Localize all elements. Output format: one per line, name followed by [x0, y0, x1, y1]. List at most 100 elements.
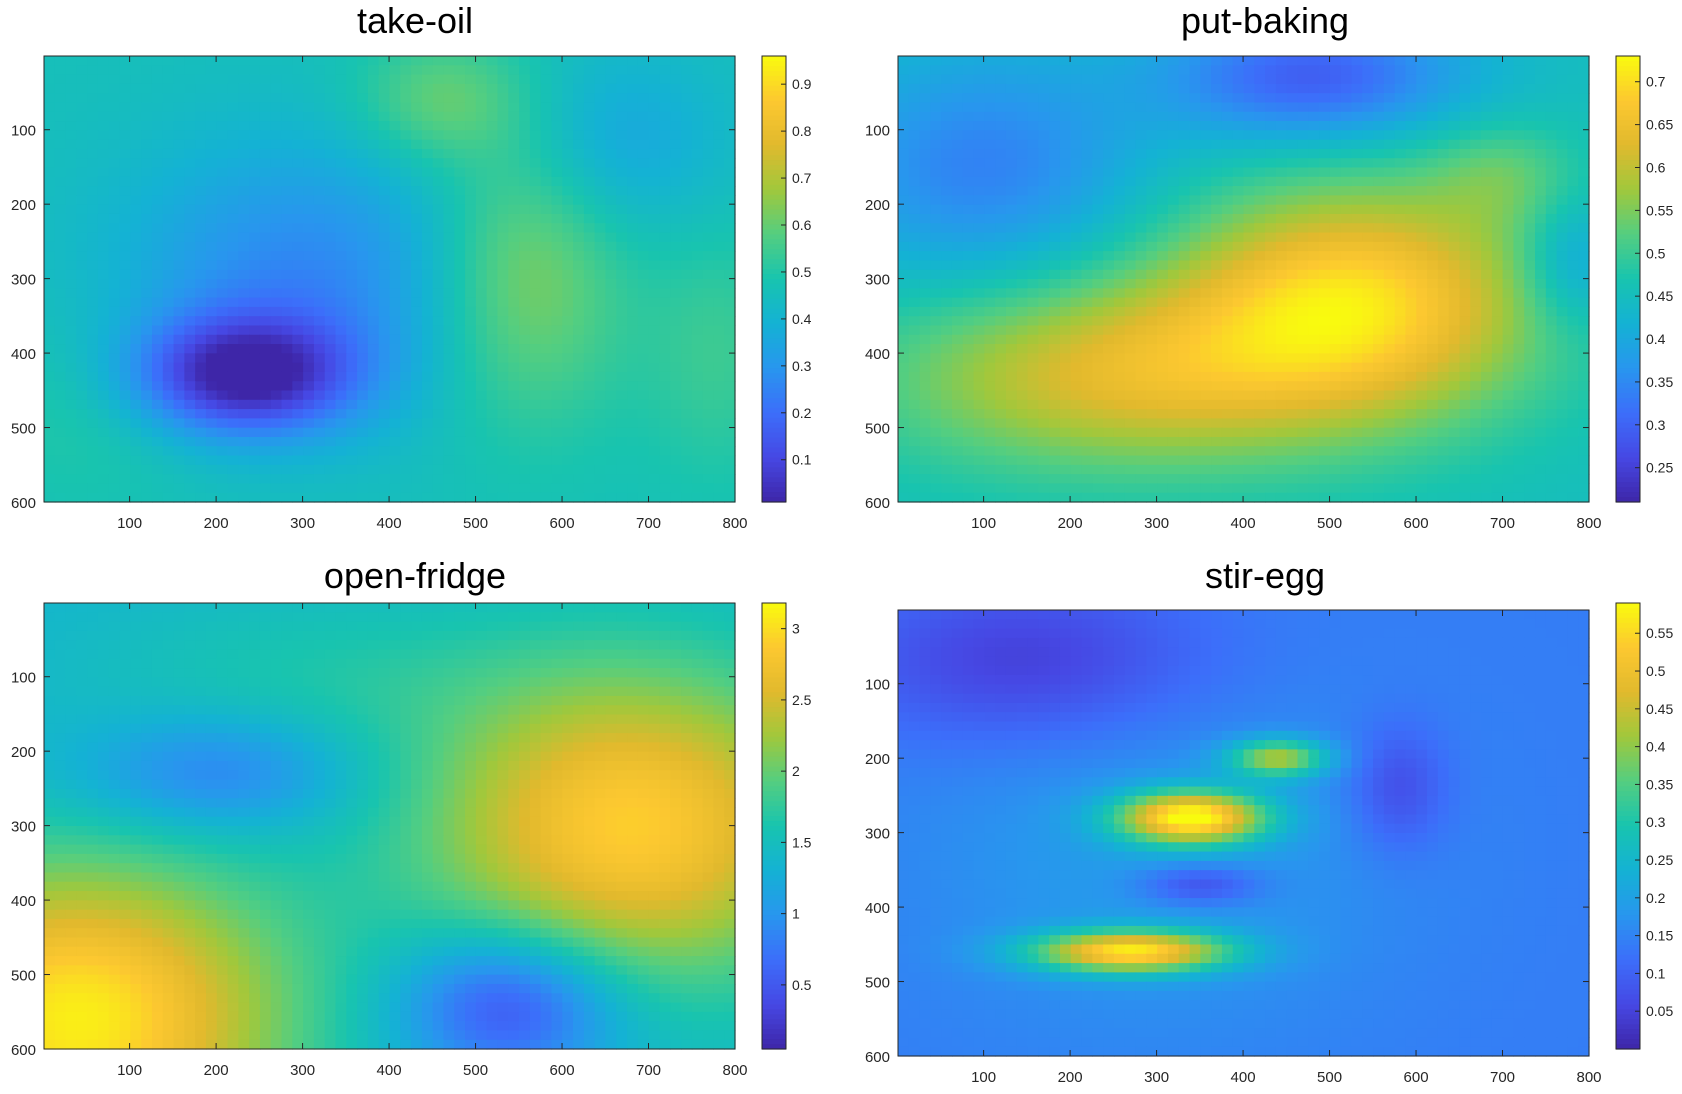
heatmap-cell	[681, 306, 693, 317]
heatmap-cell	[97, 306, 110, 317]
heatmap-cell	[454, 232, 466, 243]
heatmap-cell	[1297, 306, 1309, 317]
heatmap-cell	[303, 334, 315, 345]
heatmap-cell	[76, 158, 88, 169]
heatmap-cell	[1556, 288, 1569, 299]
heatmap-cell	[1362, 65, 1374, 76]
heatmap-cell	[562, 186, 574, 196]
heatmap-cell	[1340, 56, 1353, 66]
heatmap-cell	[411, 474, 423, 485]
heatmap-cell	[1297, 297, 1309, 308]
heatmap-cell	[1329, 297, 1342, 308]
heatmap-cell	[497, 483, 509, 494]
heatmap-cell	[65, 56, 77, 66]
heatmap-cell	[583, 334, 596, 345]
heatmap-cell	[1178, 232, 1191, 243]
heatmap-cell	[497, 186, 509, 196]
heatmap-cell	[76, 418, 88, 429]
heatmap-cell	[205, 111, 218, 122]
heatmap-cell	[540, 446, 553, 457]
heatmap-cell	[1502, 297, 1515, 308]
heatmap-cell	[573, 158, 585, 169]
heatmap-cell	[432, 288, 445, 299]
heatmap-cell	[497, 65, 509, 76]
heatmap-cell	[562, 455, 574, 466]
heatmap-cell	[1351, 195, 1363, 206]
heatmap-cell	[681, 186, 693, 196]
heatmap-cell	[508, 213, 520, 224]
heatmap-cell	[432, 334, 445, 345]
heatmap-cell	[1383, 195, 1396, 206]
heatmap-cell	[1491, 56, 1504, 66]
heatmap-cell	[378, 130, 391, 141]
heatmap-cell	[1092, 74, 1104, 85]
heatmap-cell	[195, 474, 207, 485]
heatmap-cell	[648, 232, 661, 243]
heatmap-cell	[1038, 251, 1050, 262]
heatmap-cell	[616, 464, 628, 475]
heatmap-cell	[108, 353, 121, 364]
heatmap-cell	[702, 409, 715, 419]
heatmap-cell	[497, 446, 509, 457]
heatmap-cell	[951, 204, 964, 215]
heatmap-cell	[1189, 306, 1201, 317]
heatmap-cell	[346, 279, 358, 289]
heatmap-cell	[594, 409, 607, 419]
heatmap-cell	[141, 186, 153, 196]
heatmap-cell	[411, 362, 423, 373]
heatmap-cell	[713, 56, 725, 66]
heatmap-cell	[670, 186, 682, 196]
heatmap-cell	[313, 436, 326, 447]
heatmap-cell	[648, 195, 661, 206]
heatmap-cell	[1362, 204, 1374, 215]
heatmap-cell	[529, 158, 542, 169]
heatmap-cell	[529, 269, 542, 280]
heatmap-cell	[691, 130, 704, 141]
heatmap-cell	[659, 83, 671, 94]
heatmap-cell	[508, 121, 520, 131]
heatmap-cell	[465, 279, 477, 289]
heatmap-cell	[1437, 176, 1450, 187]
heatmap-cell	[724, 362, 736, 373]
heatmap-cell	[1027, 288, 1039, 299]
heatmap-cell	[227, 102, 239, 113]
heatmap-cell	[87, 148, 99, 159]
heatmap-cell	[529, 93, 542, 104]
heatmap-cell	[443, 195, 455, 206]
heatmap-cell	[54, 232, 67, 243]
heatmap-cell	[1351, 251, 1363, 262]
heatmap-cell	[1146, 260, 1158, 271]
heatmap-cell	[941, 111, 953, 122]
heatmap-cell	[1059, 186, 1072, 196]
heatmap-cell	[1524, 65, 1536, 76]
heatmap-cell	[497, 74, 509, 85]
heatmap-cell	[594, 344, 607, 354]
heatmap-cell	[443, 232, 455, 243]
heatmap-cell	[1578, 102, 1590, 113]
heatmap-cell	[1016, 158, 1029, 169]
heatmap-cell	[691, 306, 704, 317]
heatmap-cell	[508, 399, 520, 410]
heatmap-cell	[421, 288, 434, 299]
heatmap-cell	[205, 492, 218, 503]
heatmap-cell	[195, 195, 207, 206]
heatmap-cell	[1502, 260, 1515, 271]
heatmap-cell	[562, 204, 574, 215]
heatmap-cell	[270, 492, 283, 503]
heatmap-cell	[1092, 195, 1104, 206]
heatmap-cell	[573, 232, 585, 243]
heatmap-cell	[259, 93, 272, 104]
heatmap-cell	[1016, 204, 1029, 215]
heatmap-cell	[1383, 148, 1396, 159]
heatmap-cell	[259, 399, 272, 410]
heatmap-cell	[637, 306, 650, 317]
heatmap-cell	[908, 167, 921, 178]
heatmap-cell	[346, 344, 358, 354]
heatmap-cell	[378, 436, 391, 447]
heatmap-cell	[389, 102, 401, 113]
heatmap-cell	[724, 288, 736, 299]
heatmap-cell	[443, 464, 455, 475]
heatmap-cell	[1038, 158, 1050, 169]
heatmap-cell	[324, 334, 337, 345]
heatmap-cell	[1113, 148, 1126, 159]
